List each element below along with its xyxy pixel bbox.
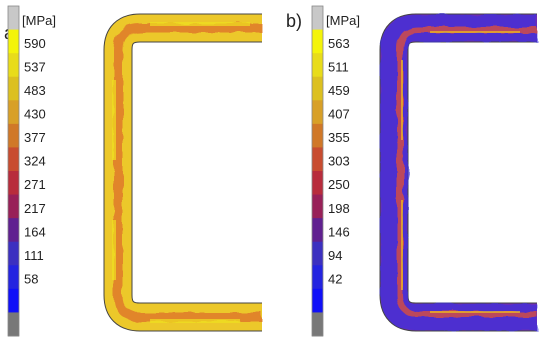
- scale-tick-label: 164: [24, 224, 46, 239]
- scale-band: [312, 6, 323, 31]
- scale-band: [8, 29, 19, 54]
- scale-border: [7, 5, 20, 337]
- scale-tick-label: 250: [328, 177, 350, 192]
- scale-tick-label: 407: [328, 107, 350, 122]
- scale-border: [311, 5, 324, 337]
- scale-band: [312, 265, 323, 290]
- scale-band: [312, 53, 323, 78]
- panel-a-shape: [103, 13, 262, 332]
- scale-band: [312, 76, 323, 101]
- scale-tick-label: 217: [24, 201, 46, 216]
- panel-label: b): [286, 11, 302, 31]
- scale-band: [8, 123, 19, 148]
- scale-tick-label: 483: [24, 83, 46, 98]
- scale-band: [312, 171, 323, 196]
- scale-band: [312, 288, 323, 313]
- scale-band: [8, 6, 19, 31]
- scale-tick-label: 58: [24, 272, 38, 287]
- scale-band: [8, 241, 19, 266]
- scale-tick-label: 430: [24, 107, 46, 122]
- scale-band: [8, 53, 19, 78]
- scale-band: [8, 147, 19, 172]
- scale-tick-label: 377: [24, 130, 46, 145]
- scale-unit: [MPa]: [326, 13, 360, 28]
- scale-tick-label: 146: [328, 224, 350, 239]
- scale-band: [312, 312, 323, 337]
- scale-tick-label: 511: [328, 59, 349, 74]
- scale-tick-label: 324: [24, 154, 46, 169]
- scale-tick-label: 459: [328, 83, 350, 98]
- scale-tick-label: 111: [24, 248, 44, 263]
- scale-band: [312, 29, 323, 54]
- scale-band: [8, 288, 19, 313]
- scale-tick-label: 271: [24, 177, 46, 192]
- scale-tick-label: 303: [328, 154, 350, 169]
- scale-tick-label: 563: [328, 36, 350, 51]
- scale-unit: [MPa]: [22, 13, 56, 28]
- scale-tick-label: 590: [24, 36, 46, 51]
- scale-band: [8, 100, 19, 125]
- scale-band: [8, 265, 19, 290]
- scale-band: [8, 312, 19, 337]
- scale-band: [8, 194, 19, 219]
- panel-b-shape: [379, 13, 537, 332]
- scale-tick-label: 537: [24, 59, 46, 74]
- scale-tick-label: 94: [328, 248, 342, 263]
- scale-band: [312, 100, 323, 125]
- scale-tick-label: 198: [328, 201, 350, 216]
- scale-band: [8, 171, 19, 196]
- scale-band: [312, 147, 323, 172]
- scale-band: [8, 76, 19, 101]
- scale-tick-label: 42: [328, 272, 342, 287]
- scale-band: [8, 218, 19, 243]
- scale-tick-label: 355: [328, 130, 350, 145]
- scale-band: [312, 194, 323, 219]
- scale-band: [312, 218, 323, 243]
- scale-band: [312, 241, 323, 266]
- scale-band: [312, 123, 323, 148]
